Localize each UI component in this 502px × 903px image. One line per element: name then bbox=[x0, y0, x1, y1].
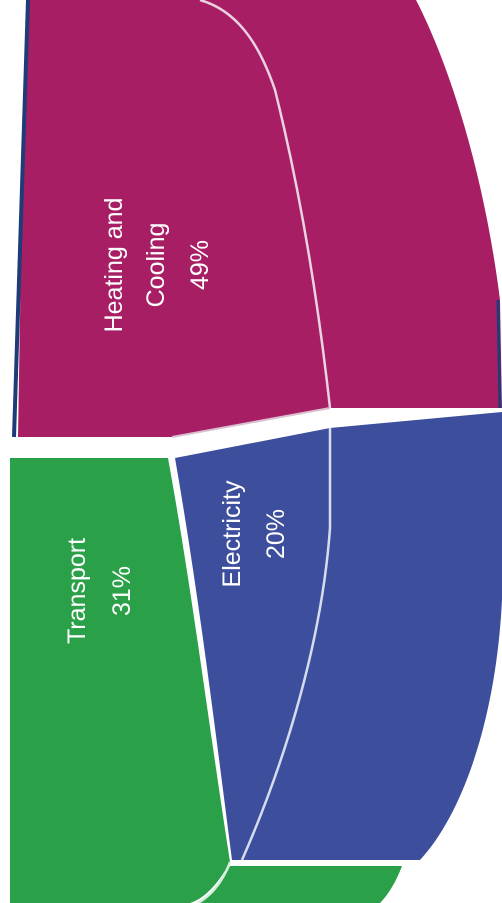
slice-transport-top bbox=[10, 458, 230, 903]
slice-heating-and-cooling bbox=[18, 0, 502, 438]
label-heating-and-cooling-name-2: Cooling bbox=[142, 223, 170, 308]
slice-electricity-top bbox=[175, 428, 330, 860]
label-electricity-name: Electricity bbox=[218, 480, 246, 587]
slice-electricity-side bbox=[242, 412, 502, 860]
slice-transport-edge bbox=[197, 861, 232, 903]
slice-transport bbox=[10, 458, 402, 903]
label-transport-name: Transport bbox=[63, 538, 91, 644]
label-heating-and-cooling-value: 49% bbox=[186, 240, 214, 290]
frame-left-line bbox=[12, 0, 30, 438]
slice-heating-and-cooling-base-line bbox=[171, 407, 331, 438]
frame-right-line bbox=[496, 299, 502, 409]
slice-electricity-edge bbox=[240, 428, 332, 861]
label-heating-and-cooling-name-1: Heating and bbox=[100, 198, 128, 333]
slice-transport-side bbox=[198, 866, 402, 903]
label-electricity-value: 20% bbox=[262, 509, 290, 559]
slice-heating-and-cooling-top bbox=[18, 0, 330, 437]
slice-electricity bbox=[175, 412, 502, 861]
label-transport-value: 31% bbox=[108, 566, 136, 616]
slice-heating-and-cooling-side bbox=[196, 0, 502, 408]
slice-heating-and-cooling-edge bbox=[199, 0, 332, 409]
